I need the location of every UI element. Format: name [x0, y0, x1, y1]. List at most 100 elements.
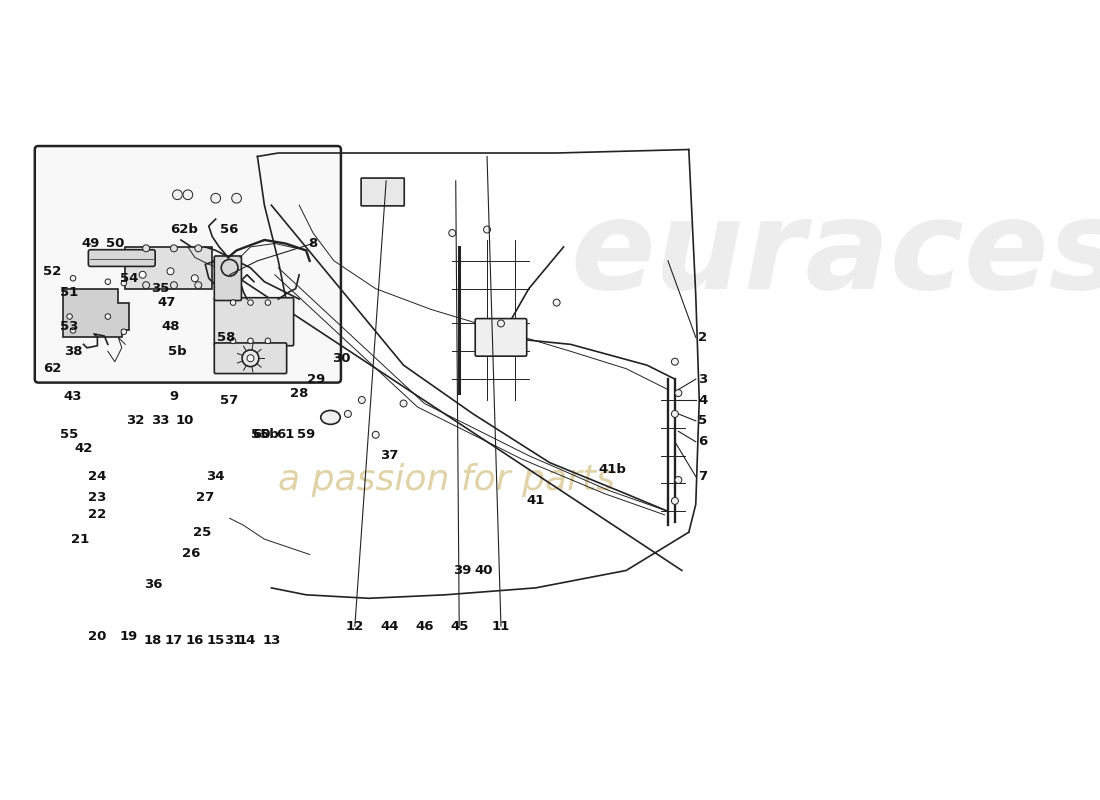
- Circle shape: [167, 268, 174, 274]
- Circle shape: [248, 338, 253, 344]
- Text: 18: 18: [144, 634, 163, 646]
- Text: 62: 62: [43, 362, 62, 375]
- FancyBboxPatch shape: [475, 318, 527, 356]
- Text: 48: 48: [162, 321, 179, 334]
- Circle shape: [449, 230, 455, 237]
- Circle shape: [170, 245, 177, 252]
- FancyBboxPatch shape: [361, 178, 404, 206]
- Circle shape: [359, 397, 365, 403]
- Text: 33: 33: [151, 414, 169, 427]
- Text: 7: 7: [698, 470, 707, 483]
- Circle shape: [553, 299, 560, 306]
- Text: 47: 47: [157, 296, 176, 309]
- Text: 5: 5: [698, 414, 707, 427]
- Circle shape: [143, 245, 150, 252]
- Text: 26: 26: [183, 546, 200, 559]
- Text: 58: 58: [217, 331, 235, 344]
- Text: 13: 13: [262, 634, 280, 646]
- Text: 61: 61: [276, 428, 295, 442]
- Text: 29: 29: [308, 373, 326, 386]
- Text: 6: 6: [698, 435, 707, 448]
- Circle shape: [230, 300, 235, 306]
- Circle shape: [344, 410, 351, 418]
- Text: 15: 15: [207, 634, 224, 646]
- Circle shape: [183, 190, 192, 200]
- Circle shape: [211, 194, 221, 203]
- Circle shape: [195, 282, 201, 289]
- Circle shape: [248, 354, 254, 362]
- Circle shape: [191, 274, 198, 282]
- FancyBboxPatch shape: [214, 298, 294, 346]
- Text: 23: 23: [88, 491, 107, 504]
- Circle shape: [106, 314, 111, 319]
- Text: 28: 28: [290, 386, 308, 399]
- Text: 25: 25: [192, 526, 211, 538]
- Text: 4: 4: [698, 394, 707, 406]
- Polygon shape: [125, 247, 212, 289]
- Circle shape: [265, 338, 271, 344]
- Text: 56: 56: [220, 223, 239, 236]
- Text: 60: 60: [252, 428, 271, 442]
- Text: 14: 14: [238, 634, 256, 646]
- Ellipse shape: [321, 410, 340, 424]
- Circle shape: [675, 477, 682, 483]
- Circle shape: [173, 190, 183, 200]
- Text: 21: 21: [70, 533, 89, 546]
- Circle shape: [671, 410, 679, 418]
- Text: 55b: 55b: [251, 428, 278, 442]
- Circle shape: [497, 320, 505, 327]
- Circle shape: [671, 358, 679, 366]
- Circle shape: [484, 226, 491, 233]
- Text: 40: 40: [474, 564, 493, 577]
- Text: a passion for parts: a passion for parts: [278, 463, 615, 498]
- Text: 35: 35: [151, 282, 169, 295]
- Text: 34: 34: [207, 470, 224, 483]
- Circle shape: [140, 271, 146, 278]
- Circle shape: [70, 328, 76, 334]
- Text: 41b: 41b: [598, 463, 626, 476]
- Circle shape: [170, 282, 177, 289]
- Text: 49: 49: [81, 237, 100, 250]
- Text: 36: 36: [144, 578, 163, 591]
- Text: 54: 54: [120, 272, 138, 285]
- Text: 55: 55: [60, 428, 79, 442]
- Text: 39: 39: [453, 564, 472, 577]
- Text: 12: 12: [345, 620, 364, 633]
- Text: 38: 38: [64, 345, 82, 358]
- Text: 20: 20: [88, 630, 107, 643]
- Circle shape: [106, 279, 111, 285]
- Circle shape: [372, 431, 379, 438]
- Text: 2: 2: [698, 331, 707, 344]
- Text: 16: 16: [186, 634, 204, 646]
- Text: 22: 22: [88, 508, 107, 522]
- Circle shape: [675, 390, 682, 397]
- Text: 31: 31: [224, 634, 242, 646]
- Text: 52: 52: [43, 265, 62, 278]
- Text: 59: 59: [297, 428, 316, 442]
- Text: 41: 41: [527, 494, 544, 507]
- Circle shape: [67, 314, 73, 319]
- Text: 10: 10: [175, 414, 194, 427]
- Text: 50: 50: [106, 237, 124, 250]
- Circle shape: [121, 280, 126, 286]
- Text: 24: 24: [88, 470, 107, 483]
- Text: 57: 57: [220, 394, 239, 406]
- Polygon shape: [63, 289, 129, 338]
- FancyBboxPatch shape: [88, 250, 155, 266]
- Circle shape: [248, 300, 253, 306]
- Text: 3: 3: [698, 373, 707, 386]
- Circle shape: [221, 259, 238, 276]
- Text: 27: 27: [196, 491, 214, 504]
- Circle shape: [232, 194, 241, 203]
- Circle shape: [121, 329, 126, 334]
- Circle shape: [230, 338, 235, 344]
- Circle shape: [265, 300, 271, 306]
- Circle shape: [195, 245, 201, 252]
- Circle shape: [70, 275, 76, 281]
- Text: 30: 30: [332, 352, 350, 365]
- Circle shape: [671, 498, 679, 504]
- Text: 42: 42: [75, 442, 92, 455]
- Text: 11: 11: [492, 620, 510, 633]
- Text: 51: 51: [60, 286, 79, 298]
- Text: 8: 8: [308, 237, 318, 250]
